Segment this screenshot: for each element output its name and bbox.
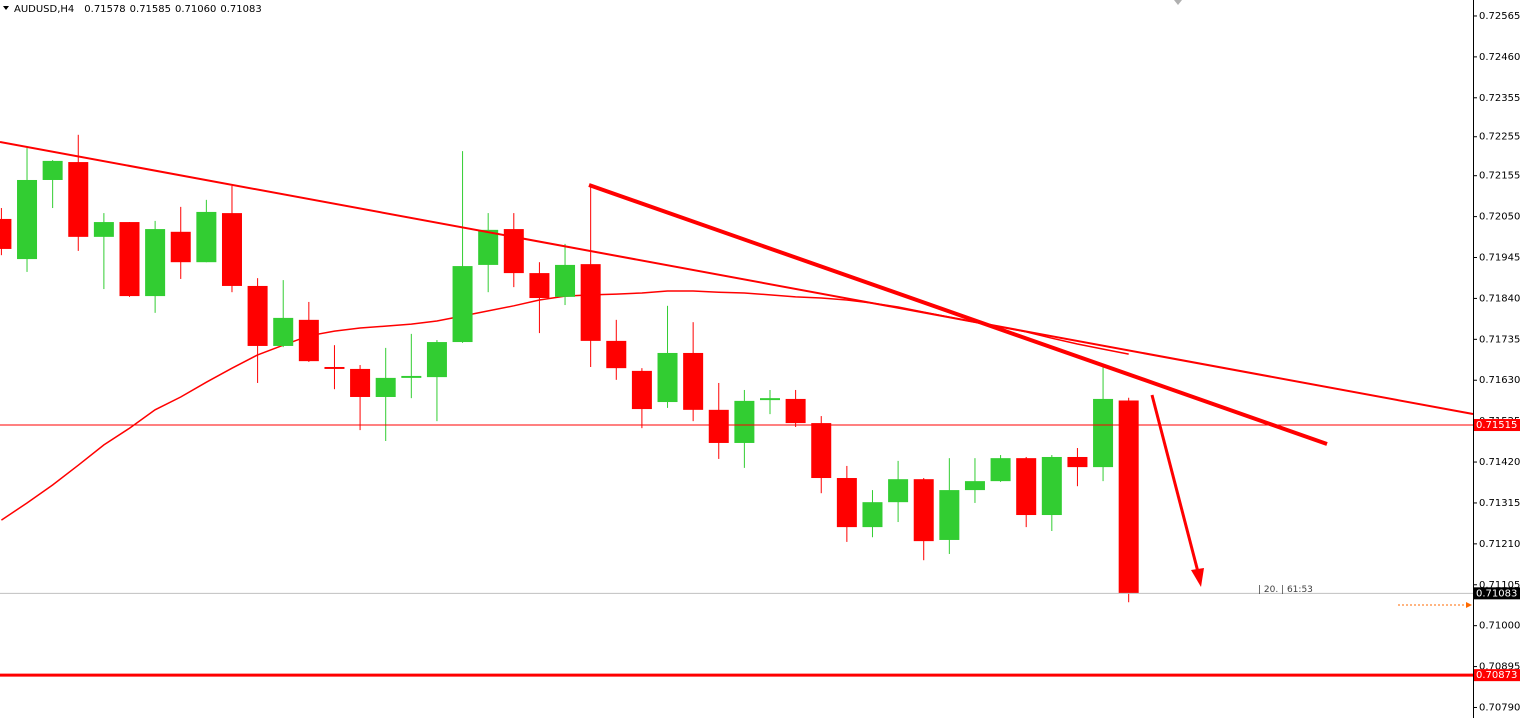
quote-value: 0.71083 — [220, 4, 261, 15]
quote-value: 0.71585 — [130, 4, 171, 15]
candle-body — [939, 490, 960, 540]
candle-body — [324, 366, 345, 369]
y-tick-label: 0.72355 — [1479, 93, 1520, 104]
candle-body — [503, 229, 524, 274]
candle-body — [760, 398, 780, 401]
symbol: AUDUSD,H4 — [14, 4, 74, 15]
y-tick-label: 0.71840 — [1479, 293, 1520, 304]
candle-body — [580, 264, 601, 341]
chart-header: AUDUSD,H4 0.71578 0.71585 0.71060 0.71083 — [14, 4, 262, 15]
candle-body — [683, 352, 704, 410]
candle-body — [708, 409, 729, 443]
trendline — [0, 141, 1474, 415]
candle-body — [606, 340, 627, 369]
y-tick-label: 0.71000 — [1479, 621, 1520, 632]
y-tick-label: 0.71945 — [1479, 253, 1520, 264]
arrow-head — [1191, 568, 1204, 587]
candle-body — [888, 479, 909, 503]
y-tick-label: 0.71420 — [1479, 457, 1520, 468]
plot-area — [0, 134, 1473, 677]
price-label: 0.71083 — [1476, 588, 1517, 599]
candle-body — [17, 179, 38, 260]
trendline — [588, 183, 1328, 446]
candle-body — [734, 400, 755, 443]
candle-body — [221, 213, 242, 286]
quote-value: 0.71578 — [84, 4, 125, 15]
candle-body — [1118, 400, 1139, 594]
candle-body — [42, 160, 63, 180]
bar-timer: | 20. | 61:53 — [1258, 585, 1313, 595]
y-tick-label: 0.71630 — [1479, 375, 1520, 386]
candle-body — [68, 162, 89, 237]
y-tick-label: 0.71735 — [1479, 334, 1520, 345]
candle-body — [478, 229, 499, 265]
y-tick-label: 0.71210 — [1479, 539, 1520, 550]
axis-background — [1473, 0, 1522, 718]
candle-body — [657, 352, 678, 403]
y-tick-label: 0.72050 — [1479, 212, 1520, 223]
price-label-box — [1474, 669, 1520, 682]
y-tick-label: 0.71315 — [1479, 498, 1520, 509]
price-label: 0.70873 — [1476, 670, 1517, 681]
marker-head — [1466, 602, 1472, 608]
menu-triangle[interactable] — [3, 6, 9, 10]
candle-body — [375, 377, 396, 397]
y-tick-label: 0.71105 — [1479, 580, 1520, 591]
y-tick-label: 0.72155 — [1479, 171, 1520, 182]
y-tick-label: 0.72255 — [1479, 132, 1520, 143]
candle-body — [119, 222, 140, 297]
candle-body — [785, 398, 806, 424]
candle-body — [426, 342, 447, 378]
candle-body — [1067, 456, 1088, 468]
y-tick-label: 0.70790 — [1479, 702, 1520, 713]
candle-body — [631, 370, 652, 410]
candle-body — [196, 211, 217, 263]
quote-value: 0.71060 — [175, 4, 216, 15]
candle-body — [811, 423, 832, 479]
price-label-box — [1474, 587, 1520, 600]
candle-body — [1093, 398, 1114, 468]
candle-body — [350, 368, 371, 397]
y-tick-label: 0.70895 — [1479, 662, 1520, 673]
candle-body — [247, 285, 268, 346]
price-label: 0.71515 — [1476, 420, 1517, 431]
candle-body — [298, 319, 319, 362]
scroll-marker — [1174, 0, 1182, 5]
candle-body — [862, 502, 883, 528]
candle-body — [273, 317, 294, 346]
candle-body — [145, 229, 166, 297]
candle-body — [0, 218, 12, 249]
candle-body — [555, 264, 576, 297]
arrow-shaft — [1150, 394, 1200, 573]
candle-body — [529, 273, 550, 299]
candle-body — [401, 375, 422, 378]
candle-body — [170, 231, 191, 263]
candle-body — [93, 222, 114, 237]
candle-body — [990, 458, 1011, 482]
candle-body — [452, 266, 473, 343]
candle-body — [1016, 458, 1037, 516]
candle-body — [913, 479, 934, 542]
y-tick-label: 0.72565 — [1479, 11, 1520, 22]
y-tick-label: 0.72460 — [1479, 52, 1520, 63]
candle-body — [836, 478, 857, 528]
price-label-box — [1474, 419, 1520, 432]
candle-body — [1041, 456, 1062, 516]
candle-body — [964, 481, 985, 491]
y-axis: 0.72565 0.72460 0.72355 0.72255 0.72155 0.720… — [1473, 11, 1520, 713]
